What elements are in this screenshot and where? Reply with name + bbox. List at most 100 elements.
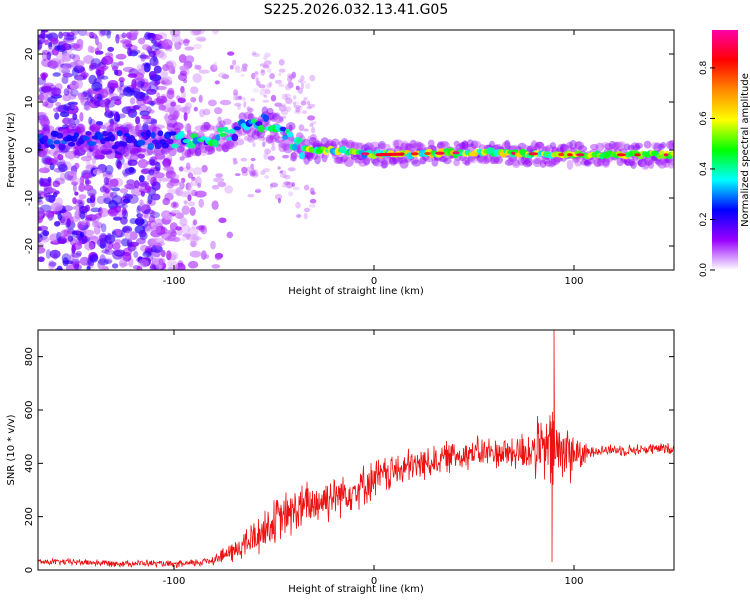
spectrogram-blob bbox=[188, 147, 197, 154]
spectrogram-blob bbox=[632, 144, 641, 151]
spectrogram-blob bbox=[93, 225, 101, 235]
spectrogram-blob bbox=[314, 155, 321, 165]
spectrogram-blob bbox=[134, 124, 141, 133]
spectrogram-blob bbox=[87, 88, 94, 94]
spectrogram-blob bbox=[71, 80, 77, 86]
spectrogram-blob bbox=[157, 130, 164, 137]
spectrogram-blob bbox=[145, 129, 152, 138]
spectrogram-blob bbox=[179, 156, 185, 161]
spectrogram-blob bbox=[70, 177, 83, 185]
y-tick-label: 200 bbox=[24, 507, 35, 526]
spectrogram-blob bbox=[624, 158, 632, 166]
spectrogram-blob bbox=[88, 65, 94, 72]
spectrogram-blob bbox=[104, 136, 111, 142]
spectrogram-blob bbox=[335, 156, 344, 164]
spectrogram-blob bbox=[85, 131, 92, 136]
spectrogram-blob bbox=[549, 142, 557, 149]
spectrogram-blob bbox=[291, 182, 295, 187]
spectrogram-blob bbox=[660, 141, 667, 149]
spectrogram-blob bbox=[102, 191, 114, 199]
spectrogram-blob bbox=[183, 38, 190, 47]
spectrogram-blob bbox=[616, 153, 626, 157]
spectrogram-blob bbox=[178, 123, 184, 131]
spectrogram-blob bbox=[243, 101, 247, 108]
spectrogram-y-ticks: -20 -10 0 10 20 bbox=[24, 48, 674, 254]
spectrogram-blob bbox=[574, 141, 582, 150]
spectrogram-blob bbox=[71, 67, 79, 77]
spectrogram-blob bbox=[90, 207, 101, 213]
spectrogram-blob bbox=[600, 142, 611, 149]
spectrogram-blob bbox=[193, 106, 198, 112]
spectrogram-blob bbox=[95, 149, 102, 159]
spectrogram-blob bbox=[184, 149, 194, 158]
spectrogram-blob bbox=[180, 177, 186, 183]
spectrogram-blob bbox=[401, 140, 409, 149]
spectrogram-blob bbox=[303, 212, 308, 220]
spectrogram-blob bbox=[290, 151, 297, 162]
spectrogram-blob bbox=[90, 96, 98, 104]
spectrogram-blob bbox=[539, 159, 547, 168]
spectrogram-blob bbox=[200, 136, 207, 141]
spectrogram-blob bbox=[166, 123, 175, 131]
spectrogram-blob bbox=[211, 184, 219, 190]
spectrogram-blob bbox=[158, 104, 166, 111]
spectrogram-blob bbox=[217, 181, 227, 188]
spectrogram-blob bbox=[281, 142, 290, 151]
spectrogram-blob bbox=[238, 112, 247, 122]
spectrogram-blob bbox=[453, 158, 460, 167]
spectrogram-blob bbox=[224, 185, 234, 194]
spectrogram-blob bbox=[160, 70, 169, 78]
spectrogram-blob bbox=[172, 173, 180, 180]
spectrogram-blob bbox=[79, 96, 85, 103]
spectrogram-blob bbox=[139, 110, 150, 117]
spectrogram-blob bbox=[363, 157, 371, 165]
spectrogram-blob bbox=[567, 153, 573, 157]
spectrogram-blob bbox=[184, 55, 195, 64]
spectrogram-blob bbox=[255, 80, 261, 87]
spectrogram-blob bbox=[45, 249, 52, 259]
spectrogram-blob bbox=[136, 237, 146, 245]
spectrogram-blob bbox=[121, 168, 132, 177]
spectrogram-blob bbox=[532, 159, 542, 168]
spectrogram-blob bbox=[148, 214, 156, 223]
spectrogram-blob bbox=[148, 71, 157, 79]
spectrogram-blob bbox=[125, 123, 133, 130]
spectrogram-blob bbox=[101, 145, 108, 152]
spectrogram-blob bbox=[380, 157, 388, 165]
spectrogram-blob bbox=[267, 135, 277, 143]
spectrogram-blob bbox=[41, 73, 47, 81]
spectrogram-blob bbox=[300, 75, 305, 82]
spectrogram-blob bbox=[127, 110, 133, 116]
colorbar-ticks: 0.0 0.2 0.4 0.6 0.8 bbox=[699, 60, 715, 277]
spectrogram-blob bbox=[100, 144, 108, 154]
spectrogram-blob bbox=[62, 72, 73, 78]
spectrogram-blob bbox=[137, 153, 145, 159]
spectrogram-blob bbox=[595, 142, 605, 152]
spectrogram-blob bbox=[179, 142, 186, 152]
spectrogram-blob bbox=[299, 152, 305, 160]
spectrogram-blob bbox=[109, 119, 114, 127]
spectrogram-blob bbox=[635, 142, 643, 149]
spectrogram-blob bbox=[117, 85, 122, 93]
spectrogram-blob bbox=[640, 160, 650, 171]
spectrogram-blob bbox=[250, 98, 256, 102]
spectrogram-blob bbox=[167, 87, 175, 95]
spectrogram-blob bbox=[667, 162, 674, 169]
spectrogram-blob bbox=[122, 247, 132, 257]
spectrogram-blob bbox=[522, 160, 532, 168]
spectrogram-blob bbox=[135, 91, 145, 102]
spectrogram-blob bbox=[628, 158, 636, 167]
spectrogram-blob bbox=[363, 142, 374, 152]
spectrogram-blob bbox=[121, 207, 127, 217]
spectrogram-blob bbox=[38, 200, 44, 205]
snr-series-line bbox=[38, 330, 674, 569]
spectrogram-blob bbox=[137, 122, 142, 132]
spectrogram-blob bbox=[520, 156, 530, 165]
spectrogram-blob bbox=[295, 85, 300, 91]
spectrogram-blob bbox=[186, 129, 192, 136]
spectrogram-blob bbox=[179, 70, 188, 76]
spectrogram-blob bbox=[130, 126, 138, 135]
spectrogram-blob bbox=[452, 151, 460, 155]
spectrogram-blob bbox=[109, 85, 114, 94]
spectrogram-blob bbox=[580, 158, 590, 166]
